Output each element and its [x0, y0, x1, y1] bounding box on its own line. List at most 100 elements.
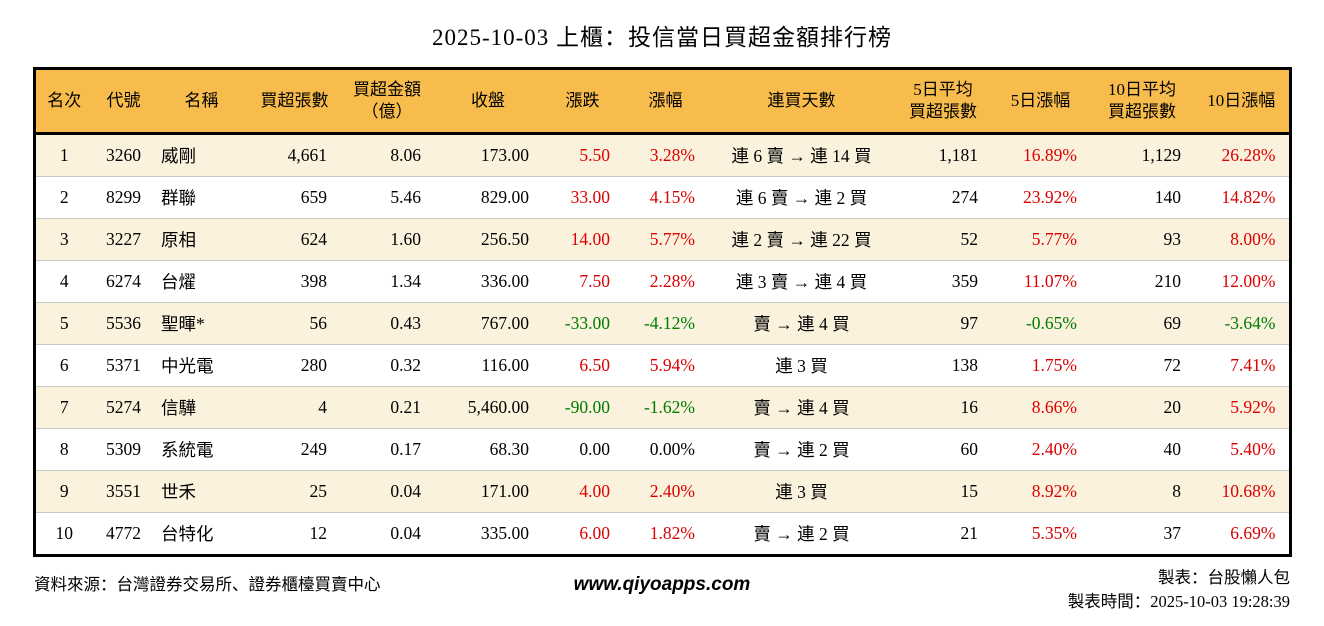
header-row: 名次 代號 名稱 買超張數 買超金額 （億） 收盤 漲跌 漲幅 連買天數 5日平…: [34, 68, 1290, 135]
cell-rank: 7: [59, 396, 69, 417]
cell-change-pct: 5.77%: [649, 228, 695, 249]
cell-code: 3227: [106, 228, 141, 249]
cell-avg5: 274: [951, 186, 978, 207]
table-row: 2 8299 群聯 659 5.46 829.00 33.00 4.15% 連 …: [34, 176, 1290, 219]
cell-pct10: -3.64%: [1224, 312, 1276, 333]
cell-avg10: 93: [1163, 228, 1182, 249]
cell-rank: 8: [59, 438, 69, 459]
table-header: 名次 代號 名稱 買超張數 買超金額 （億） 收盤 漲跌 漲幅 連買天數 5日平…: [34, 68, 1290, 135]
cell-pct5: 5.77%: [1031, 228, 1077, 249]
cell-volume: 4,661: [287, 144, 327, 165]
cell-name: 聖暉*: [161, 313, 205, 334]
cell-streak: 賣 → 連 4 買: [753, 313, 850, 334]
table-row: 4 6274 台燿 398 1.34 336.00 7.50 2.28% 連 3…: [34, 260, 1290, 303]
cell-avg5: 60: [960, 438, 979, 459]
cell-code: 5309: [106, 438, 141, 459]
cell-change-pct: 1.82%: [649, 522, 695, 543]
cell-code: 5536: [106, 312, 141, 333]
cell-code: 3551: [106, 480, 141, 501]
cell-name: 中光電: [161, 355, 214, 376]
cell-streak: 賣 → 連 2 買: [753, 523, 850, 544]
cell-code: 8299: [106, 186, 141, 207]
cell-close: 336.00: [480, 270, 529, 291]
cell-rank: 4: [59, 270, 69, 291]
cell-code: 3260: [106, 144, 141, 165]
cell-avg10: 20: [1163, 396, 1182, 417]
cell-change-pct: 2.40%: [649, 480, 695, 501]
cell-rank: 5: [59, 312, 69, 333]
cell-name: 世禾: [161, 481, 196, 502]
cell-pct10: 5.92%: [1230, 396, 1276, 417]
cell-change-pct: -4.12%: [643, 312, 695, 333]
cell-volume: 398: [300, 270, 327, 291]
col-header-change-pct: 漲幅: [623, 68, 708, 135]
cell-pct5: 5.35%: [1031, 522, 1077, 543]
maker-label: 製表：台股懶人包: [1158, 567, 1290, 587]
cell-avg5: 359: [951, 270, 978, 291]
website-url: www.qiyoapps.com: [573, 573, 751, 595]
cell-avg10: 8: [1172, 480, 1181, 501]
cell-volume: 12: [309, 522, 328, 543]
cell-pct5: 8.66%: [1031, 396, 1077, 417]
cell-streak: 賣 → 連 2 買: [753, 439, 850, 460]
cell-name: 系統電: [161, 439, 214, 460]
cell-code: 4772: [106, 522, 141, 543]
cell-avg10: 69: [1163, 312, 1182, 333]
cell-pct10: 7.41%: [1230, 354, 1276, 375]
table-row: 8 5309 系統電 249 0.17 68.30 0.00 0.00% 賣 →…: [34, 428, 1290, 471]
cell-avg10: 40: [1163, 438, 1182, 459]
cell-change: 6.00: [579, 522, 610, 543]
table-row: 9 3551 世禾 25 0.04 171.00 4.00 2.40% 連 3 …: [34, 470, 1290, 513]
cell-close: 116.00: [481, 354, 529, 375]
cell-change: -90.00: [564, 396, 610, 417]
table-row: 10 4772 台特化 12 0.04 335.00 6.00 1.82% 賣 …: [34, 512, 1290, 556]
cell-change-pct: 0.00%: [649, 438, 695, 459]
col-header-code: 代號: [93, 68, 154, 135]
cell-code: 5274: [106, 396, 141, 417]
cell-name: 信驊: [161, 397, 196, 418]
table-body: 1 3260 威剛 4,661 8.06 173.00 5.50 3.28% 連…: [34, 133, 1290, 556]
cell-streak: 連 3 賣 → 連 4 買: [735, 271, 868, 292]
cell-rank: 10: [55, 522, 74, 543]
cell-rank: 6: [59, 354, 69, 375]
col-header-volume: 買超張數: [249, 68, 340, 135]
page-title: 2025-10-03 上櫃：投信當日買超金額排行榜: [431, 25, 893, 50]
cell-avg5: 15: [960, 480, 979, 501]
col-header-change: 漲跌: [542, 68, 623, 135]
cell-name: 群聯: [161, 187, 196, 208]
col-header-pct5: 5日漲幅: [991, 68, 1090, 135]
cell-pct5: 23.92%: [1023, 186, 1077, 207]
cell-pct5: -0.65%: [1025, 312, 1077, 333]
cell-change: 33.00: [570, 186, 610, 207]
cell-change: 4.00: [579, 480, 610, 501]
cell-volume: 56: [309, 312, 328, 333]
cell-pct10: 10.68%: [1221, 480, 1276, 501]
cell-volume: 624: [300, 228, 327, 249]
col-header-avg10: 10日平均 買超張數: [1090, 68, 1194, 135]
cell-change: 6.50: [579, 354, 610, 375]
cell-avg5: 52: [960, 228, 979, 249]
table-row: 6 5371 中光電 280 0.32 116.00 6.50 5.94% 連 …: [34, 344, 1290, 387]
cell-change-pct: 4.15%: [649, 186, 695, 207]
col-header-amount: 買超金額 （億）: [340, 68, 434, 135]
cell-amount: 0.21: [390, 396, 421, 417]
cell-volume: 4: [318, 396, 327, 417]
made-at-timestamp: 製表時間：2025-10-03 19:28:39: [1067, 591, 1290, 611]
cell-avg5: 1,181: [938, 144, 978, 165]
cell-change: 5.50: [579, 144, 610, 165]
cell-code: 6274: [106, 270, 141, 291]
cell-change-pct: 3.28%: [649, 144, 695, 165]
cell-rank: 9: [59, 480, 69, 501]
cell-rank: 1: [59, 144, 69, 165]
cell-pct10: 6.69%: [1230, 522, 1276, 543]
cell-change: -33.00: [564, 312, 610, 333]
cell-avg5: 16: [960, 396, 979, 417]
cell-amount: 0.04: [390, 480, 421, 501]
col-header-close: 收盤: [434, 68, 542, 135]
cell-volume: 659: [300, 186, 327, 207]
cell-name: 台燿: [161, 271, 196, 292]
ranking-table: 名次 代號 名稱 買超張數 買超金額 （億） 收盤 漲跌 漲幅 連買天數 5日平…: [32, 66, 1292, 557]
cell-close: 767.00: [480, 312, 529, 333]
cell-pct10: 12.00%: [1221, 270, 1276, 291]
cell-name: 原相: [161, 229, 196, 250]
